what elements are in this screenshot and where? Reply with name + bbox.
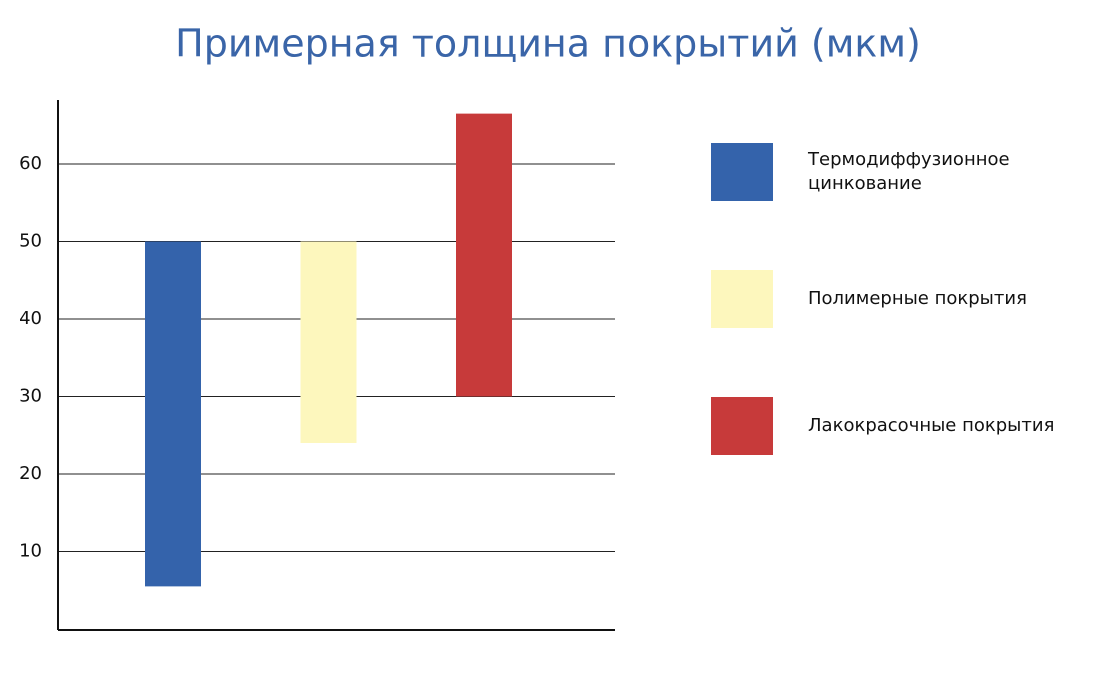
legend-swatch bbox=[711, 270, 773, 328]
y-tick-label: 50 bbox=[19, 231, 42, 252]
legend-swatch bbox=[711, 397, 773, 455]
chart-title: Примерная толщина покрытий (мкм) bbox=[175, 22, 921, 66]
bar bbox=[300, 241, 357, 443]
legend-label: Лакокрасочные покрытия bbox=[808, 415, 1055, 436]
y-tick-label: 40 bbox=[19, 308, 42, 329]
legend-item: Лакокрасочные покрытия bbox=[711, 397, 1054, 455]
y-tick-label: 10 bbox=[19, 541, 42, 562]
y-tick-label: 20 bbox=[19, 463, 42, 484]
legend-item: Термодиффузионное цинкование bbox=[711, 143, 1078, 201]
bar bbox=[145, 241, 201, 587]
y-tick-label: 30 bbox=[19, 386, 42, 407]
bar bbox=[456, 113, 512, 397]
legend-label: Полимерные покрытия bbox=[808, 288, 1027, 309]
legend-item: Полимерные покрытия bbox=[711, 270, 1027, 328]
legend-swatch bbox=[711, 143, 773, 201]
y-tick-label: 60 bbox=[19, 153, 42, 174]
legend-label: Термодиффузионное цинкование bbox=[808, 149, 1010, 194]
